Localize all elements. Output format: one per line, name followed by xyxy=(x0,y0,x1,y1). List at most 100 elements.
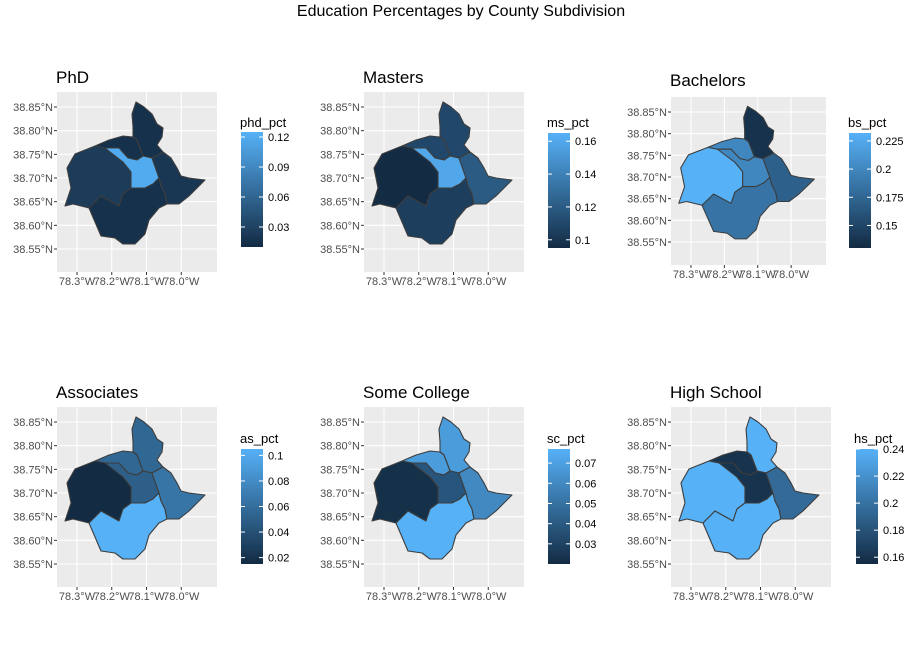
lon-tick-label: 78.1°W xyxy=(740,269,777,281)
lat-tick-label: 38.70°N xyxy=(320,488,360,500)
region-east xyxy=(762,152,815,203)
panel-title: PhD xyxy=(56,68,89,87)
legend-title: bs_pct xyxy=(848,115,887,130)
map-panel-as_pct: Associates 38.55°N 38.60°N 38.65°N 38.70°N 38… xyxy=(13,383,289,603)
lat-tick-label: 38.80°N xyxy=(320,126,360,138)
lat-tick-label: 38.55°N xyxy=(627,559,667,571)
legend-tick-label: 0.06 xyxy=(575,478,596,490)
map-regions xyxy=(64,101,206,245)
lat-tick-label: 38.85°N xyxy=(13,417,53,429)
lat-tick-label: 38.80°N xyxy=(627,441,667,453)
map-regions xyxy=(678,416,820,560)
lon-tick-label: 78.1°W xyxy=(742,591,779,603)
lat-tick-label: 38.85°N xyxy=(320,417,360,429)
lat-tick-label: 38.75°N xyxy=(13,464,53,476)
legend-title: as_pct xyxy=(240,431,279,446)
lon-tick-label: 78.3°W xyxy=(366,591,403,603)
lat-tick-label: 38.80°N xyxy=(627,129,667,141)
lat-tick-label: 38.75°N xyxy=(627,150,667,162)
legend-tick-label: 0.06 xyxy=(268,502,289,514)
lat-tick-label: 38.60°N xyxy=(320,220,360,232)
lat-tick-label: 38.75°N xyxy=(627,464,667,476)
lat-tick-label: 38.80°N xyxy=(13,126,53,138)
lon-tick-label: 78.3°W xyxy=(673,591,710,603)
legend-tick-label: 0.1 xyxy=(268,450,283,462)
region-east xyxy=(765,466,820,520)
region-east xyxy=(151,151,206,205)
panel-title: Some College xyxy=(363,383,470,402)
lat-tick-label: 38.70°N xyxy=(320,173,360,185)
legend-tick-label: 0.04 xyxy=(268,527,289,539)
region-east xyxy=(151,466,206,520)
legend-tick-label: 0.05 xyxy=(575,498,596,510)
lat-tick-label: 38.65°N xyxy=(320,512,360,524)
lat-tick-label: 38.65°N xyxy=(13,197,53,209)
legend-tick-label: 0.16 xyxy=(883,552,904,564)
legend-colorbar xyxy=(241,132,263,247)
lat-tick-label: 38.55°N xyxy=(320,559,360,571)
lat-tick-label: 38.60°N xyxy=(627,215,667,227)
region-south xyxy=(702,492,782,560)
legend-tick-label: 0.03 xyxy=(575,539,596,551)
legend-tick-label: 0.08 xyxy=(268,476,289,488)
panel-title: High School xyxy=(670,383,762,402)
lat-tick-label: 38.80°N xyxy=(320,441,360,453)
lat-tick-label: 38.60°N xyxy=(627,535,667,547)
lat-tick-label: 38.85°N xyxy=(13,102,53,114)
lon-tick-label: 78.0°W xyxy=(470,276,507,288)
map-panel-sc_pct: Some College 38.55°N 38.60°N 38.65°N 38.70°N… xyxy=(320,383,596,603)
panel-title: Associates xyxy=(56,383,138,402)
legend-title: ms_pct xyxy=(547,115,589,130)
lat-tick-label: 38.85°N xyxy=(627,417,667,429)
map-panel-bs_pct: Bachelors 38.55°N 38.60°N 38.65°N 38.70°N 38.… xyxy=(627,71,903,281)
legend-tick-label: 0.225 xyxy=(876,136,904,148)
legend-tick-label: 0.09 xyxy=(268,162,289,174)
lon-tick-label: 78.1°W xyxy=(435,276,472,288)
lon-tick-label: 78.1°W xyxy=(128,276,165,288)
lat-tick-label: 38.70°N xyxy=(627,172,667,184)
legend-tick-label: 0.18 xyxy=(883,525,904,537)
lat-tick-label: 38.60°N xyxy=(13,220,53,232)
legend-tick-label: 0.16 xyxy=(575,136,596,148)
region-east xyxy=(458,466,513,520)
lat-tick-label: 38.55°N xyxy=(13,559,53,571)
legend-tick-label: 0.03 xyxy=(268,222,289,234)
legend-tick-label: 0.175 xyxy=(876,192,904,204)
legend-tick-label: 0.12 xyxy=(575,202,596,214)
lat-tick-label: 38.55°N xyxy=(13,244,53,256)
lat-tick-label: 38.85°N xyxy=(627,107,667,119)
legend-tick-label: 0.04 xyxy=(575,519,596,531)
lon-tick-label: 78.2°W xyxy=(708,591,745,603)
lat-tick-label: 38.75°N xyxy=(13,149,53,161)
lon-tick-label: 78.2°W xyxy=(401,276,438,288)
lon-tick-label: 78.2°W xyxy=(706,269,743,281)
lat-tick-label: 38.70°N xyxy=(13,488,53,500)
legend-tick-label: 0.06 xyxy=(268,192,289,204)
legend-tick-label: 0.02 xyxy=(268,553,289,565)
map-regions xyxy=(64,416,206,560)
lon-tick-label: 78.0°W xyxy=(163,276,200,288)
region-south xyxy=(88,492,168,560)
lon-tick-label: 78.0°W xyxy=(163,591,200,603)
lat-tick-label: 38.55°N xyxy=(320,244,360,256)
lat-tick-label: 38.65°N xyxy=(320,197,360,209)
region-south xyxy=(88,177,168,245)
map-panel-hs_pct: High School 38.55°N 38.60°N 38.65°N 38.70°N 3… xyxy=(627,383,904,603)
legend-colorbar xyxy=(548,449,570,564)
lon-tick-label: 78.0°W xyxy=(470,591,507,603)
legend-colorbar xyxy=(856,449,878,564)
lon-tick-label: 78.2°W xyxy=(94,276,131,288)
lat-tick-label: 38.85°N xyxy=(320,102,360,114)
map-regions xyxy=(371,416,513,560)
lat-tick-label: 38.65°N xyxy=(13,512,53,524)
lon-tick-label: 78.3°W xyxy=(673,269,710,281)
legend-colorbar xyxy=(849,133,871,248)
legend-title: hs_pct xyxy=(854,431,893,446)
legend-title: sc_pct xyxy=(547,431,585,446)
lat-tick-label: 38.65°N xyxy=(627,512,667,524)
figure-title: Education Percentages by County Subdivis… xyxy=(296,3,626,20)
lon-tick-label: 78.0°W xyxy=(777,591,814,603)
lon-tick-label: 78.0°W xyxy=(773,269,810,281)
lon-tick-label: 78.1°W xyxy=(435,591,472,603)
